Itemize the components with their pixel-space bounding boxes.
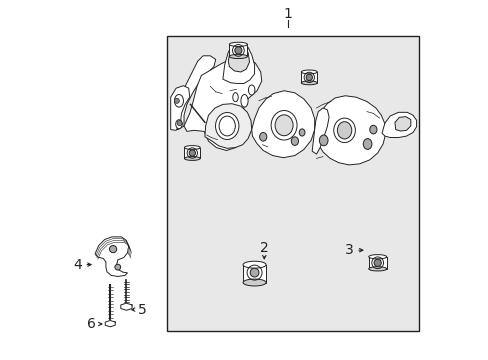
Polygon shape: [381, 112, 416, 138]
Polygon shape: [223, 44, 254, 84]
Text: 3: 3: [344, 243, 352, 257]
Circle shape: [250, 268, 259, 277]
Bar: [229, 44, 247, 57]
Ellipse shape: [229, 54, 247, 59]
Circle shape: [177, 121, 182, 126]
Bar: [301, 72, 317, 83]
Circle shape: [189, 150, 195, 156]
Circle shape: [174, 98, 179, 103]
Ellipse shape: [184, 157, 200, 161]
Ellipse shape: [229, 42, 247, 46]
Ellipse shape: [270, 111, 296, 140]
Ellipse shape: [174, 94, 183, 107]
Polygon shape: [183, 58, 261, 150]
Text: 6: 6: [87, 317, 96, 331]
Text: 5: 5: [137, 303, 146, 316]
Text: 1: 1: [283, 8, 291, 21]
Circle shape: [234, 47, 242, 54]
Ellipse shape: [319, 135, 327, 146]
Text: 4: 4: [74, 258, 82, 271]
Ellipse shape: [333, 118, 355, 143]
Polygon shape: [204, 104, 251, 148]
Polygon shape: [170, 86, 189, 130]
Polygon shape: [228, 45, 249, 72]
Circle shape: [109, 246, 117, 253]
Polygon shape: [314, 96, 385, 165]
Ellipse shape: [215, 112, 239, 139]
Bar: [243, 265, 265, 283]
Circle shape: [373, 259, 381, 266]
Ellipse shape: [369, 125, 376, 134]
Ellipse shape: [301, 81, 317, 85]
Ellipse shape: [175, 120, 182, 129]
Circle shape: [115, 264, 121, 270]
Circle shape: [305, 74, 312, 81]
Ellipse shape: [299, 129, 305, 136]
Bar: [368, 257, 386, 269]
Polygon shape: [172, 56, 215, 130]
Ellipse shape: [248, 85, 254, 95]
Ellipse shape: [363, 139, 371, 149]
Text: 2: 2: [260, 242, 268, 255]
Ellipse shape: [259, 132, 266, 141]
Bar: [167, 36, 418, 331]
Polygon shape: [251, 91, 314, 158]
Ellipse shape: [337, 122, 351, 139]
Ellipse shape: [291, 137, 298, 145]
Ellipse shape: [368, 267, 386, 271]
Polygon shape: [105, 320, 115, 327]
Polygon shape: [311, 108, 328, 154]
Ellipse shape: [243, 279, 265, 286]
Bar: [184, 148, 200, 158]
Polygon shape: [95, 237, 128, 276]
Ellipse shape: [184, 145, 200, 149]
Polygon shape: [394, 117, 410, 131]
Ellipse shape: [275, 115, 292, 136]
Ellipse shape: [301, 70, 317, 74]
Ellipse shape: [243, 261, 265, 268]
Ellipse shape: [368, 255, 386, 259]
Ellipse shape: [232, 93, 238, 102]
Polygon shape: [121, 303, 132, 310]
Ellipse shape: [241, 94, 247, 107]
